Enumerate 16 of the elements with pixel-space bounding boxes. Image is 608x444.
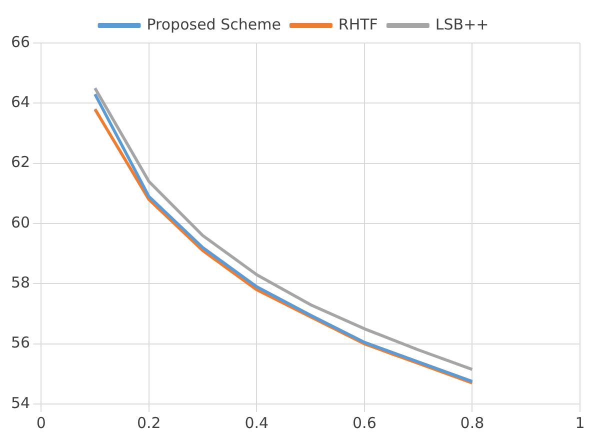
- y-tick-label: 62: [10, 153, 30, 172]
- x-tick-label: 0.8: [460, 414, 484, 432]
- y-tick-label: 58: [10, 274, 30, 292]
- y-tick-label: 60: [10, 213, 30, 232]
- legend-label: LSB++: [435, 15, 489, 34]
- x-tick-label: 0.4: [244, 414, 269, 432]
- x-tick-label: 0.6: [352, 414, 376, 432]
- x-tick-label: 0.2: [136, 414, 161, 432]
- y-tick-label: 66: [10, 32, 30, 51]
- y-tick-label: 54: [10, 394, 30, 412]
- y-tick-label: 56: [10, 334, 30, 352]
- x-tick-label: 1: [575, 414, 585, 432]
- legend-label: RHTF: [338, 15, 378, 34]
- y-tick-label: 64: [10, 93, 30, 112]
- x-tick-label: 0: [36, 414, 46, 432]
- legend-label: Proposed Scheme: [146, 15, 281, 34]
